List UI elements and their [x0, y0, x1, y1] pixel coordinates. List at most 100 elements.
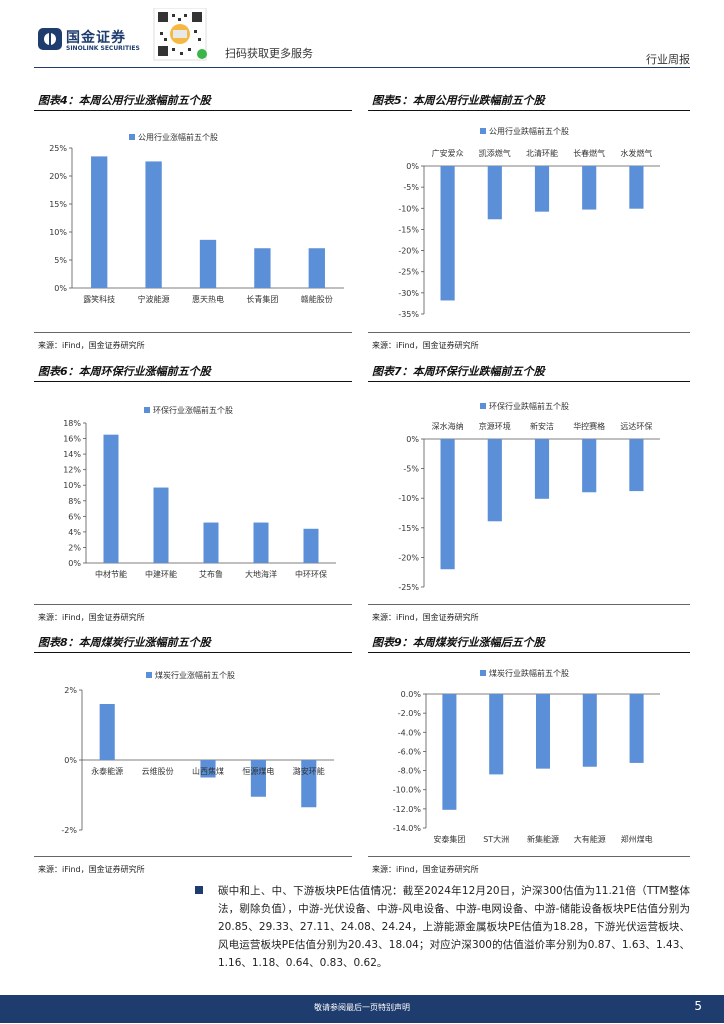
- bar: [442, 694, 457, 810]
- y-tick-label: 2%: [64, 686, 77, 695]
- qr-code-icon[interactable]: [150, 8, 212, 62]
- category-label: 长青集团: [246, 294, 278, 304]
- legend-label: 公用行业涨幅前五个股: [138, 132, 218, 142]
- bar: [582, 439, 597, 493]
- bar: [99, 704, 115, 760]
- legend-label: 环保行业跌幅前五个股: [489, 401, 569, 411]
- legend-swatch: [144, 407, 150, 413]
- category-label: 新安洁: [530, 421, 554, 431]
- category-label: 赣能股份: [301, 294, 333, 304]
- category-label: 山西焦煤: [192, 766, 224, 776]
- bar: [440, 166, 455, 301]
- figure-bottom-rule: [34, 856, 352, 857]
- bar: [534, 166, 550, 212]
- chart-env-losers: 环保行业跌幅前五个股 0% -5% -10% -15% -20% -25% 深水海纳 京源环境 新…: [368, 383, 690, 601]
- category-label: 华控赛格: [573, 421, 605, 431]
- y-tick-label: 18%: [63, 419, 81, 428]
- y-tick-label: 20%: [49, 172, 67, 181]
- category-label: 中环环保: [295, 569, 327, 579]
- category-label: 云维股份: [142, 766, 174, 776]
- category-label: 远达环保: [620, 421, 652, 431]
- category-label: 大地海洋: [245, 569, 277, 579]
- bar: [91, 156, 108, 288]
- figure-title-8: 图表8：本周煤炭行业涨幅前五个股: [38, 636, 211, 649]
- sinolink-logo-icon: [38, 28, 62, 50]
- legend-swatch: [480, 128, 486, 134]
- category-label: 新集能源: [527, 834, 559, 844]
- figure-title-rule: [34, 652, 352, 653]
- category-label: 安泰集团: [433, 834, 465, 844]
- y-tick-label: -5%: [403, 465, 419, 474]
- bar: [308, 248, 325, 288]
- y-tick-label: -14.0%: [393, 824, 422, 833]
- bar: [534, 439, 550, 499]
- legend-swatch: [480, 670, 486, 676]
- category-label: 露笑科技: [83, 294, 115, 304]
- category-label: 大有能源: [574, 834, 606, 844]
- category-label: 京源环境: [479, 421, 511, 431]
- y-tick-label: -6.0%: [398, 747, 422, 756]
- figure-title-4: 图表4：本周公用行业涨幅前五个股: [38, 94, 211, 107]
- y-tick-label: -4.0%: [398, 728, 422, 737]
- y-tick-label: 0.0%: [401, 690, 422, 699]
- figure-title-rule: [34, 110, 352, 111]
- category-label: ST大洲: [483, 834, 509, 844]
- y-tick-label: -20%: [398, 247, 419, 256]
- figure-title-7: 图表7：本周环保行业跌幅前五个股: [372, 365, 545, 378]
- y-tick-label: 6%: [68, 512, 81, 521]
- category-label: 深水海纳: [432, 421, 464, 431]
- y-tick-label: 10%: [63, 481, 81, 490]
- footer-disclaimer[interactable]: 敬请参阅最后一页特别声明: [314, 1003, 410, 1012]
- y-tick-label: -10.0%: [393, 786, 422, 795]
- scan-service-text: 扫码获取更多服务: [225, 47, 313, 60]
- figure-source-7: 来源：iFind，国金证券研究所: [372, 613, 479, 622]
- y-tick-label: 0%: [68, 559, 81, 568]
- y-tick-label: 0%: [406, 162, 419, 171]
- bar: [153, 487, 169, 563]
- y-tick-label: -15%: [398, 524, 419, 533]
- bar: [301, 760, 317, 808]
- y-tick-label: -25%: [398, 268, 419, 277]
- y-tick-label: 0%: [54, 284, 67, 293]
- y-tick-label: -5%: [403, 183, 419, 192]
- header-divider: [34, 67, 690, 68]
- page-number: 5: [694, 999, 702, 1013]
- bar: [303, 528, 319, 563]
- figure-title-rule: [368, 652, 690, 653]
- bar: [582, 694, 597, 767]
- category-label: 中材节能: [95, 569, 127, 579]
- legend-label: 公用行业跌幅前五个股: [489, 126, 569, 136]
- bar: [200, 760, 216, 778]
- y-tick-label: -20%: [398, 553, 419, 562]
- bar: [582, 166, 597, 210]
- figure-source-6: 来源：iFind，国金证券研究所: [38, 613, 145, 622]
- bar: [103, 434, 119, 563]
- legend-swatch: [480, 403, 486, 409]
- y-tick-label: 8%: [68, 497, 81, 506]
- bar: [203, 522, 219, 563]
- category-label: 凯添燃气: [479, 148, 511, 158]
- category-label: 中建环能: [145, 569, 177, 579]
- chart-utility-losers: 公用行业跌幅前五个股 0% -5% -10% -15% -20% -25% -30% -35% 广…: [368, 112, 690, 330]
- category-label: 宁波能源: [138, 294, 170, 304]
- legend-label: 煤炭行业跌幅前五个股: [489, 668, 569, 678]
- category-label: 永泰能源: [91, 766, 123, 776]
- figure-title-9: 图表9：本周煤炭行业涨幅后五个股: [372, 636, 545, 649]
- legend-swatch: [146, 672, 152, 678]
- bar: [250, 760, 266, 797]
- y-tick-label: -15%: [398, 225, 419, 234]
- figure-title-6: 图表6：本周环保行业涨幅前五个股: [38, 365, 211, 378]
- y-tick-label: -2%: [61, 826, 77, 835]
- brand-name-cn: 国金证券: [66, 30, 126, 46]
- bar: [440, 439, 455, 570]
- figure-source-5: 来源：iFind，国金证券研究所: [372, 341, 479, 350]
- figure-source-4: 来源：iFind，国金证券研究所: [38, 341, 145, 350]
- y-tick-label: -10%: [398, 204, 419, 213]
- category-label: 潞安环能: [293, 766, 325, 776]
- y-tick-label: 16%: [63, 435, 81, 444]
- y-tick-label: -10%: [398, 494, 419, 503]
- category-label: 艾布鲁: [199, 569, 223, 579]
- figure-source-8: 来源：iFind，国金证券研究所: [38, 865, 145, 874]
- y-tick-label: 0%: [406, 435, 419, 444]
- brand-name-en: SINOLINK SECURITIES: [66, 45, 140, 52]
